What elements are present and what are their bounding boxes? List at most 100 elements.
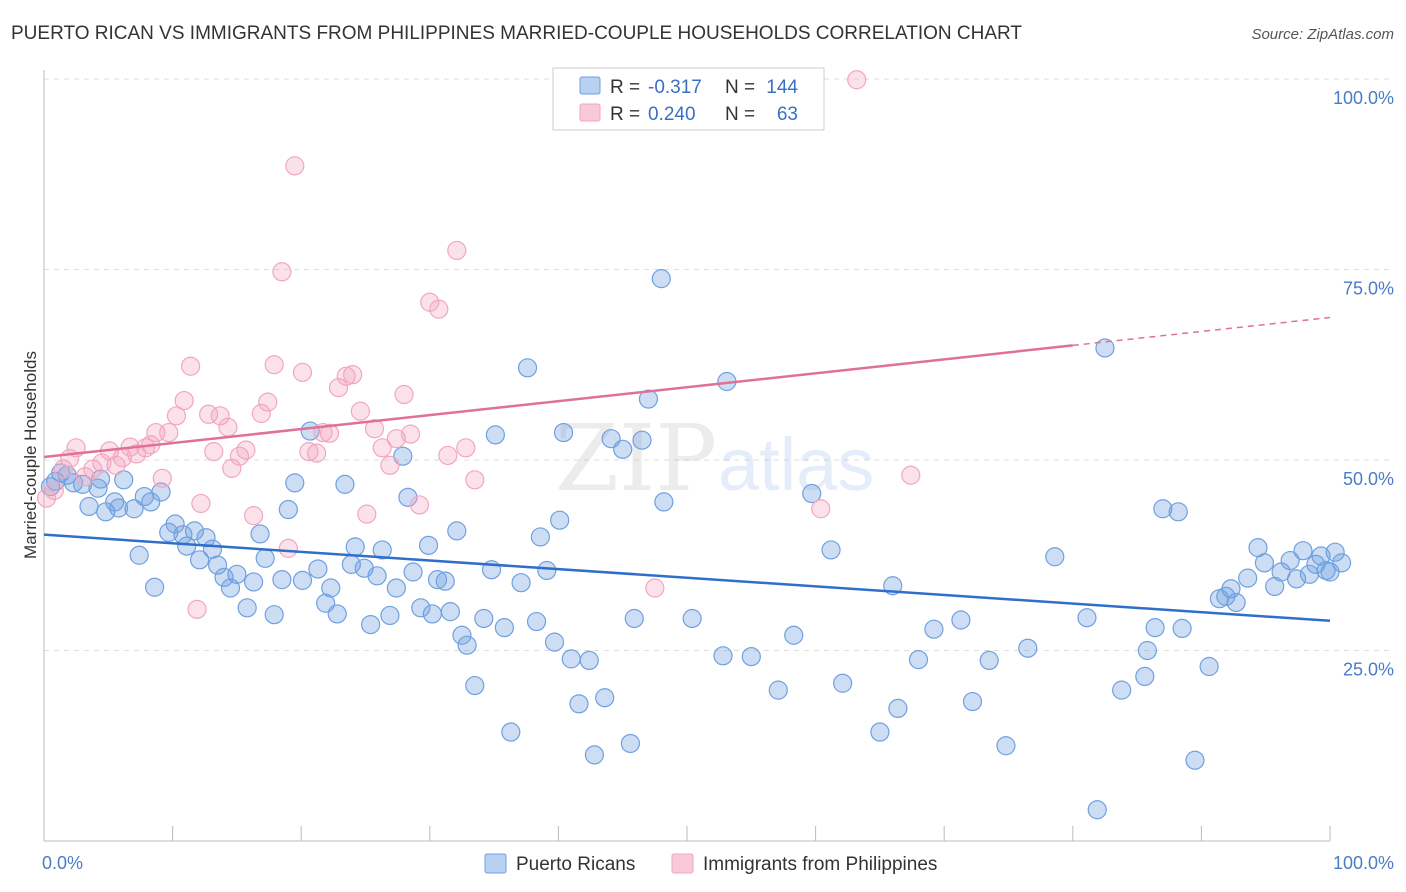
point-0-77 bbox=[544, 632, 565, 652]
point-1-51 bbox=[394, 384, 414, 405]
point-0-81 bbox=[569, 694, 589, 714]
legend-n-label-0: N = bbox=[725, 77, 755, 98]
point-0-18 bbox=[151, 482, 171, 502]
point-0-91 bbox=[651, 269, 671, 289]
point-0-39 bbox=[292, 570, 313, 590]
point-0-43 bbox=[321, 578, 341, 598]
point-1-29 bbox=[236, 440, 256, 460]
point-0-86 bbox=[613, 439, 633, 459]
point-1-59 bbox=[465, 470, 485, 490]
point-0-79 bbox=[553, 422, 574, 443]
point-0-134 bbox=[1280, 550, 1300, 571]
gridlines bbox=[44, 78, 1392, 651]
y-tick-label-3: 100.0% bbox=[1333, 88, 1394, 108]
point-1-35 bbox=[278, 538, 298, 558]
y-tick-labels: 25.0% 50.0% 75.0% 100.0% bbox=[1333, 88, 1394, 680]
point-0-104 bbox=[888, 698, 908, 719]
point-0-76 bbox=[537, 560, 557, 581]
chart-source: Source: ZipAtlas.com bbox=[1251, 26, 1394, 43]
point-1-56 bbox=[438, 445, 458, 466]
point-1-37 bbox=[292, 362, 313, 382]
point-1-62 bbox=[847, 70, 867, 90]
point-1-17 bbox=[159, 422, 179, 443]
point-1-45 bbox=[350, 401, 370, 421]
point-0-59 bbox=[422, 604, 442, 624]
point-1-2 bbox=[53, 459, 73, 479]
bottom-legend-label-puerto-ricans: Puerto Ricans bbox=[516, 854, 635, 875]
bottom-legend-swatch-puerto-ricans bbox=[484, 853, 507, 874]
point-1-42 bbox=[328, 378, 349, 398]
watermark: ZIP atlas bbox=[555, 405, 874, 512]
point-0-80 bbox=[561, 649, 581, 669]
point-0-106 bbox=[924, 619, 944, 639]
legend-swatch-philippines bbox=[579, 103, 601, 122]
point-0-22 bbox=[177, 536, 197, 556]
point-0-78 bbox=[550, 510, 570, 530]
point-1-46 bbox=[357, 504, 377, 524]
trend-line-0 bbox=[43, 533, 1331, 623]
stats-legend: R = -0.317 N = 144 R = 0.240 N = 63 bbox=[552, 67, 825, 131]
point-0-142 bbox=[1325, 542, 1345, 562]
point-0-47 bbox=[345, 537, 365, 557]
point-0-99 bbox=[802, 483, 822, 504]
point-0-62 bbox=[440, 602, 460, 622]
point-0-73 bbox=[517, 358, 538, 378]
bottom-legend: Puerto Ricans Immigrants from Philippine… bbox=[484, 853, 937, 875]
trend-line-1 bbox=[43, 344, 1073, 459]
point-0-41 bbox=[308, 559, 328, 579]
point-0-6 bbox=[79, 496, 99, 517]
point-1-58 bbox=[456, 438, 476, 458]
point-0-83 bbox=[584, 745, 605, 765]
point-0-74 bbox=[526, 611, 547, 632]
point-0-115 bbox=[1095, 338, 1115, 358]
point-0-67 bbox=[474, 608, 494, 629]
point-0-45 bbox=[335, 474, 355, 494]
point-1-47 bbox=[364, 419, 385, 439]
point-0-88 bbox=[624, 608, 644, 629]
point-0-107 bbox=[951, 610, 971, 630]
point-1-53 bbox=[409, 495, 430, 515]
point-0-24 bbox=[190, 550, 210, 570]
point-1-16 bbox=[152, 468, 172, 488]
point-0-114 bbox=[1087, 800, 1107, 820]
point-1-18 bbox=[166, 406, 187, 426]
point-0-96 bbox=[741, 646, 761, 667]
point-0-128 bbox=[1226, 592, 1246, 613]
point-0-135 bbox=[1286, 569, 1307, 589]
point-0-108 bbox=[962, 691, 983, 712]
trend-lines bbox=[43, 316, 1331, 623]
point-0-33 bbox=[250, 524, 270, 544]
point-0-44 bbox=[327, 604, 347, 624]
series-puerto-ricans-points bbox=[40, 269, 1352, 820]
x-tick-label-min: 0.0% bbox=[42, 853, 83, 873]
point-1-30 bbox=[244, 506, 264, 526]
point-0-65 bbox=[457, 635, 477, 655]
legend-n-value-0: 144 bbox=[766, 77, 798, 98]
point-0-23 bbox=[184, 521, 205, 541]
watermark-zip: ZIP bbox=[555, 405, 717, 512]
point-1-32 bbox=[258, 392, 278, 412]
point-0-129 bbox=[1238, 568, 1258, 588]
point-0-35 bbox=[264, 605, 284, 625]
legend-n-label-1: N = bbox=[725, 104, 755, 125]
bottom-legend-swatch-philippines bbox=[671, 853, 694, 874]
point-0-16 bbox=[141, 492, 161, 512]
point-0-98 bbox=[784, 625, 804, 645]
point-0-13 bbox=[124, 499, 144, 519]
point-0-102 bbox=[870, 722, 890, 742]
point-1-0 bbox=[36, 488, 57, 508]
point-0-37 bbox=[278, 499, 298, 520]
point-1-21 bbox=[187, 599, 207, 619]
point-0-34 bbox=[255, 548, 275, 568]
point-0-97 bbox=[768, 680, 788, 700]
point-0-101 bbox=[833, 673, 853, 693]
point-0-32 bbox=[244, 572, 264, 592]
point-0-61 bbox=[435, 571, 455, 591]
point-0-124 bbox=[1199, 656, 1219, 677]
point-0-11 bbox=[108, 498, 129, 518]
point-0-52 bbox=[380, 605, 400, 626]
point-0-111 bbox=[1018, 638, 1038, 658]
point-0-116 bbox=[1112, 680, 1132, 700]
legend-r-label-0: R = bbox=[610, 77, 640, 98]
point-0-112 bbox=[1045, 547, 1065, 567]
